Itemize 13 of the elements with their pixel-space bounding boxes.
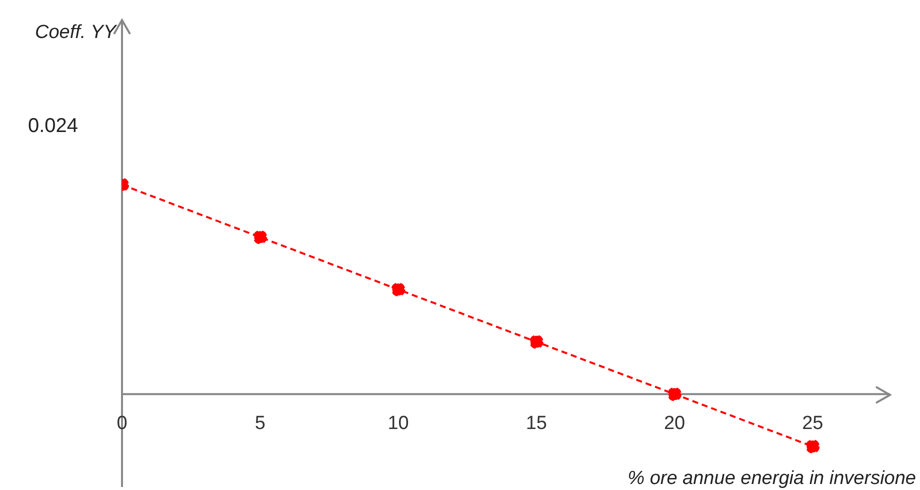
point	[253, 230, 268, 244]
point	[668, 387, 682, 402]
x-tick-label: 25	[802, 412, 824, 434]
point	[806, 439, 820, 454]
point	[391, 282, 406, 296]
x-tick-label: 15	[526, 412, 547, 434]
point	[529, 334, 544, 349]
x-tick-label: 10	[388, 412, 409, 434]
x-axis-title: % ore annue energia in inversione	[628, 468, 916, 489]
x-tick-label: 5	[254, 412, 266, 434]
text: Coeff. YY	[35, 22, 118, 43]
x-tick-label: 20	[664, 412, 686, 434]
text: 0.024	[28, 115, 78, 137]
